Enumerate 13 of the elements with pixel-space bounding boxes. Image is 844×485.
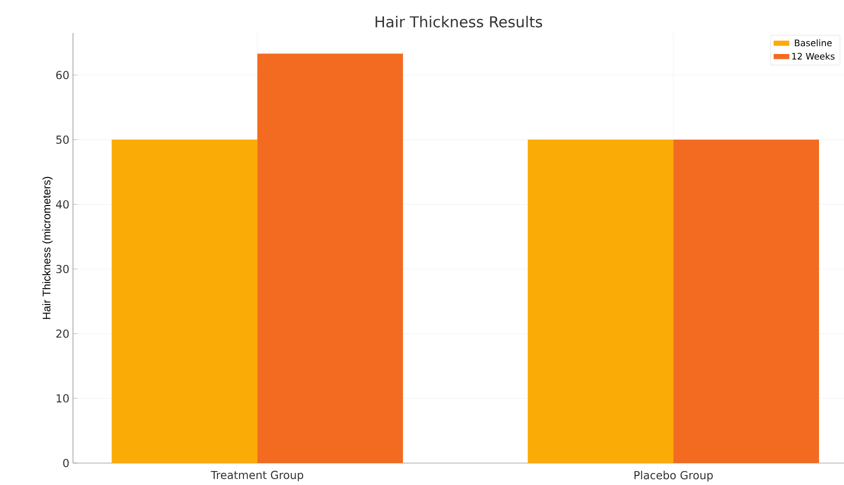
y-tick-label: 30 bbox=[56, 264, 69, 274]
x-tick-label: Placebo Group bbox=[634, 470, 713, 482]
y-tick-label: 20 bbox=[56, 330, 69, 338]
y-axis-title: Hair Thickness (micrometers) bbox=[42, 176, 53, 319]
y-tick-label: 60 bbox=[56, 70, 69, 80]
y-tick-label: 50 bbox=[56, 136, 69, 144]
x-tick-label: Treatment Group bbox=[210, 470, 304, 482]
legend-label: 12 Weeks bbox=[792, 52, 835, 60]
legend-label: Baseline bbox=[794, 39, 832, 46]
chart-title: Hair Thickness Results bbox=[376, 16, 542, 28]
y-tick-label: 0 bbox=[63, 458, 69, 468]
y-tick-label: 10 bbox=[56, 394, 69, 402]
y-tick-label: 40 bbox=[56, 200, 69, 209]
